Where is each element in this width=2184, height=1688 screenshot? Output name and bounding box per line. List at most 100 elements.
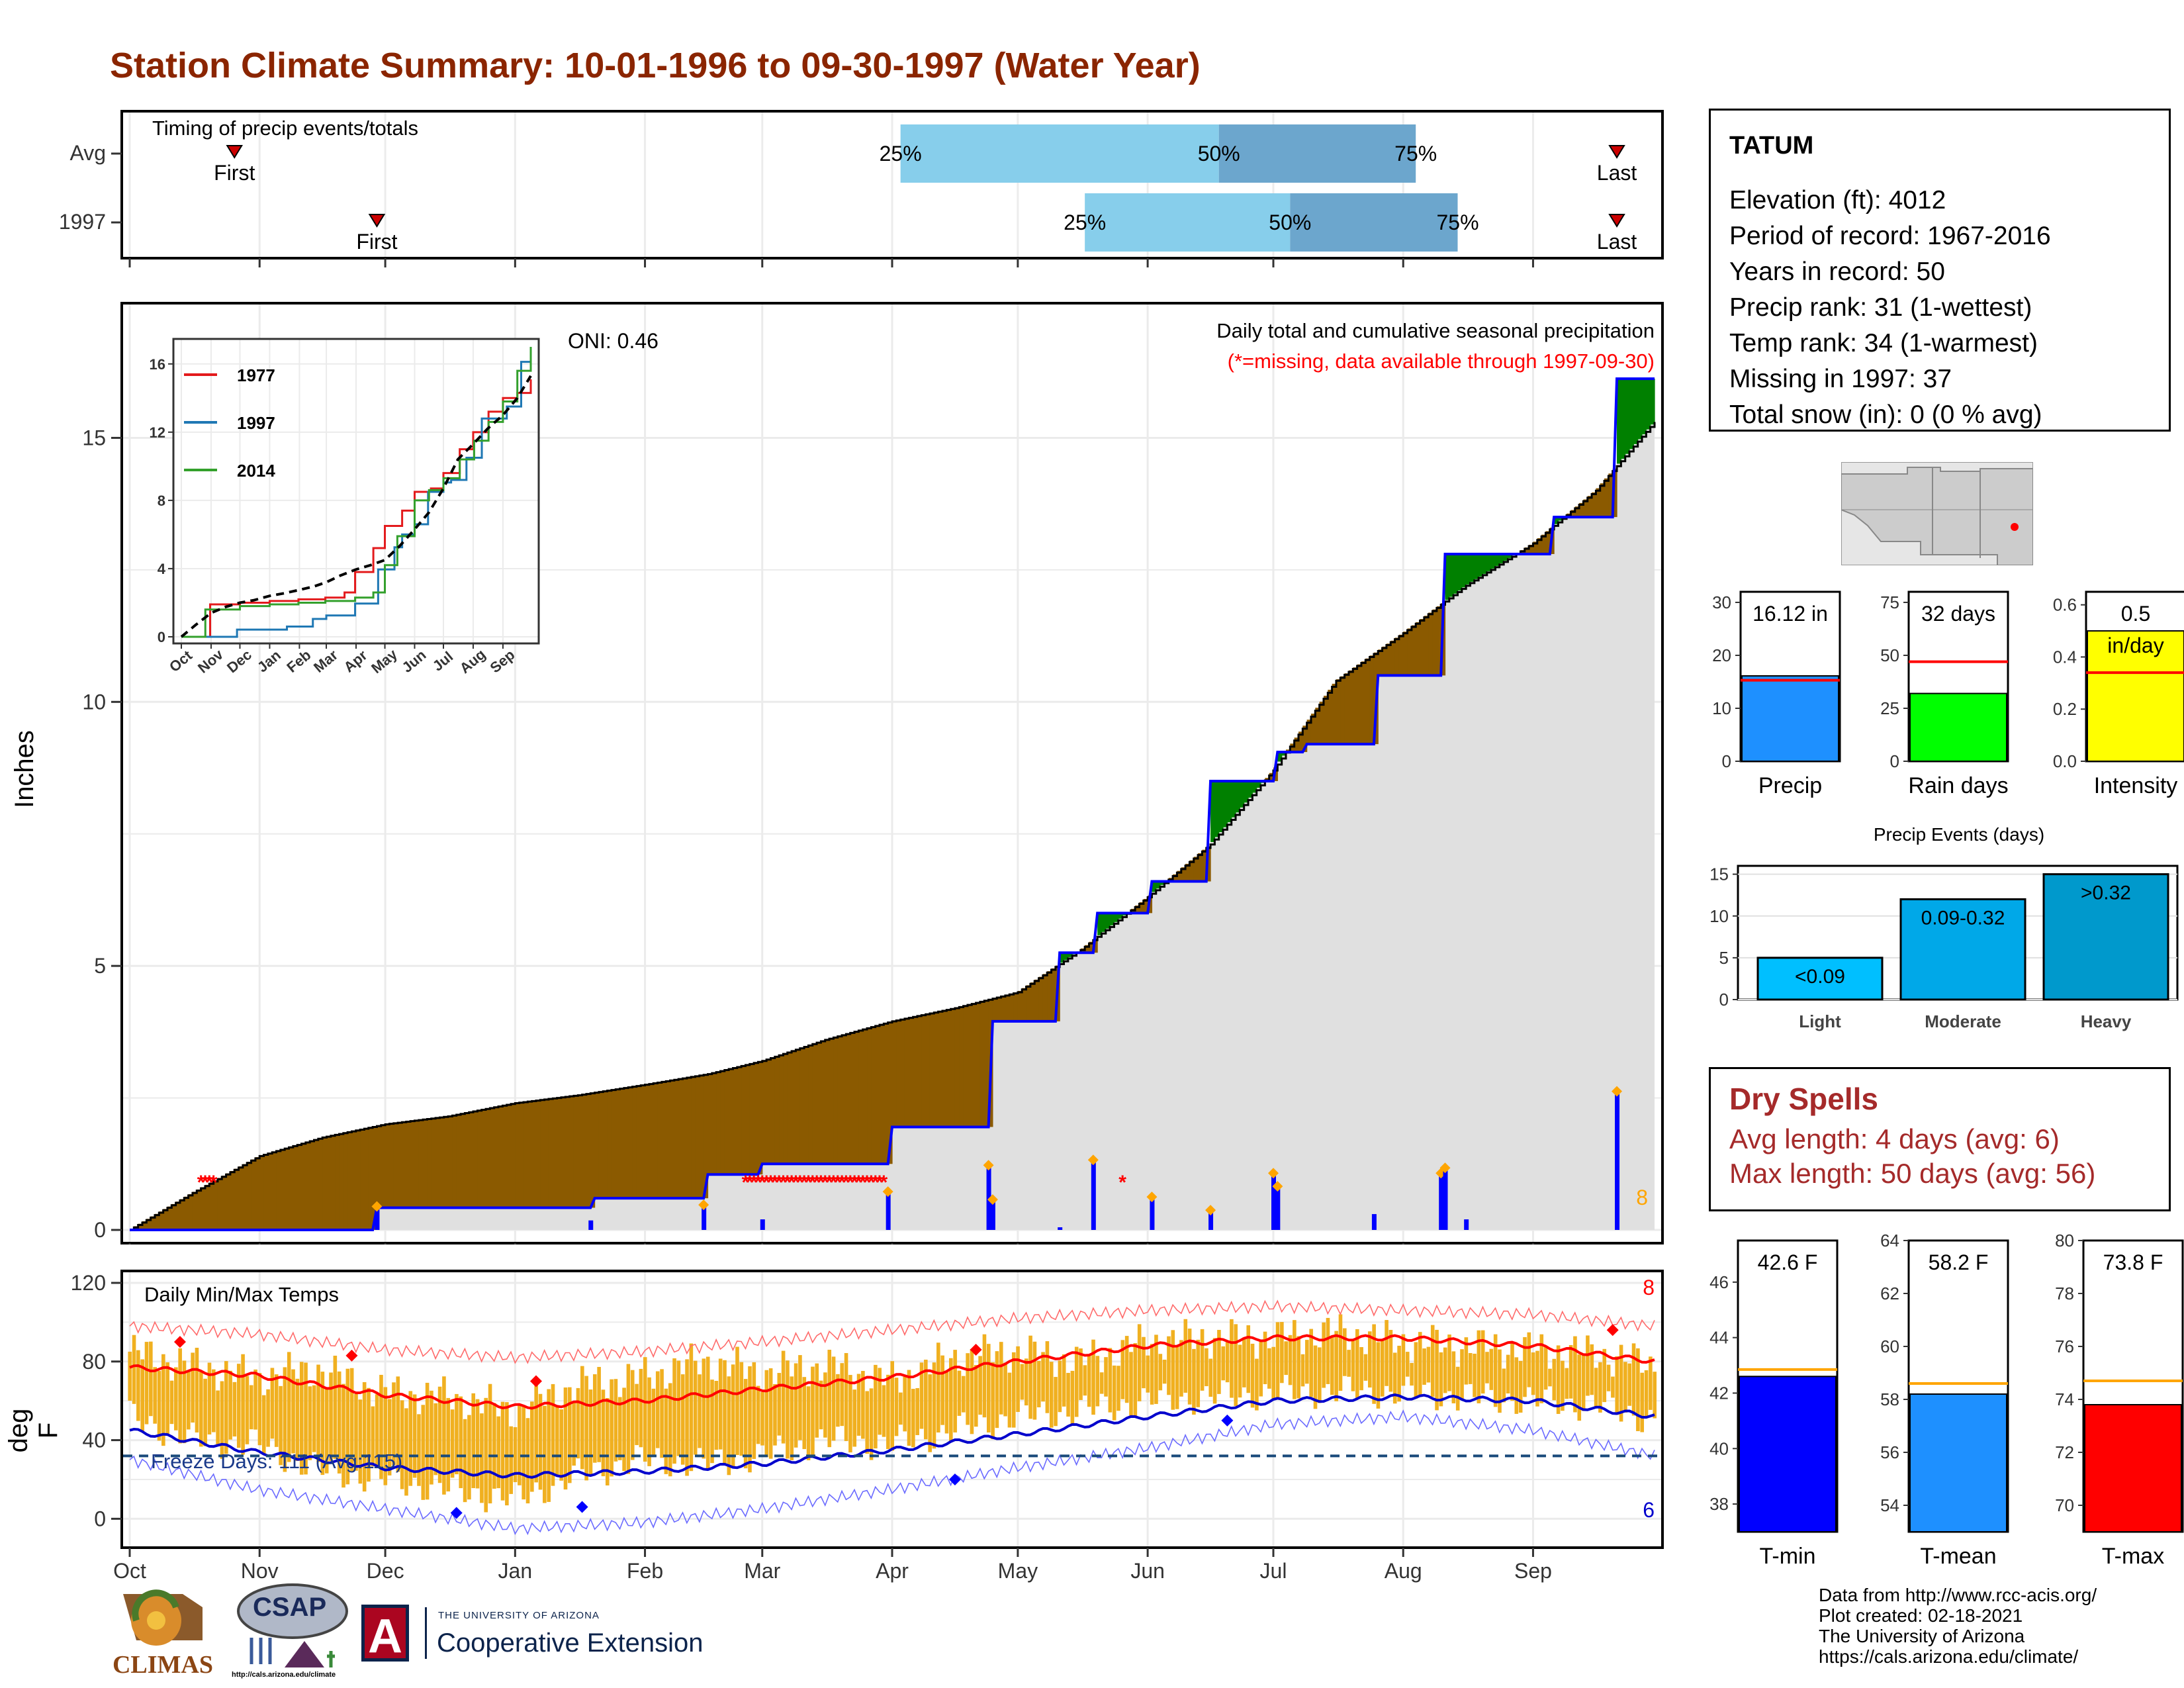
- below-average-segment: [628, 1087, 633, 1199]
- below-average-segment: [561, 1097, 566, 1208]
- daily-temp-range-bar: [140, 1359, 144, 1431]
- station-years: Years in record: 50: [1729, 258, 1945, 286]
- heavy-count-label: 8: [1636, 1186, 1648, 1209]
- below-average-segment: [1600, 483, 1605, 518]
- daily-temp-range-bar: [878, 1368, 882, 1435]
- below-average-segment: [435, 1117, 440, 1208]
- daily-temp-range-bar: [1636, 1348, 1640, 1431]
- above-average-segment: [1101, 913, 1107, 932]
- below-average-segment: [1017, 990, 1023, 1021]
- daily-temp-range-bar: [1376, 1342, 1381, 1409]
- daily-temp-range-bar: [1028, 1335, 1032, 1419]
- daily-precip-bar: [1464, 1219, 1469, 1230]
- daily-temp-range-bar: [672, 1358, 676, 1464]
- above-average-segment: [1105, 913, 1111, 929]
- timing-bar-q3-1: [1290, 193, 1458, 252]
- daily-temp-range-bar: [1367, 1331, 1372, 1388]
- below-average-segment: [850, 1032, 855, 1164]
- daily-temp-range-bar: [367, 1387, 371, 1482]
- below-average-segment: [1407, 628, 1412, 676]
- daily-temp-range-bar: [743, 1379, 748, 1469]
- csap-logo-text: CSAP: [253, 1593, 327, 1622]
- timing-bar-q3-0: [1218, 124, 1416, 183]
- below-average-segment: [1428, 612, 1433, 676]
- climas-logo-text: CLIMAS: [112, 1651, 214, 1679]
- main-header-line1: Daily total and cumulative seasonal prec…: [1216, 319, 1655, 342]
- below-average-segment: [649, 1084, 654, 1199]
- below-average-segment: [862, 1029, 868, 1164]
- below-average-segment: [1416, 622, 1421, 676]
- below-average-segment: [414, 1120, 420, 1208]
- above-average-segment: [1646, 379, 1651, 430]
- below-average-segment: [921, 1014, 927, 1127]
- daily-temp-range-bar: [1627, 1363, 1632, 1406]
- footer-credits: Data from http://www.rcc-acis.org/ Plot …: [1819, 1585, 2097, 1667]
- heavy-event-marker: [1612, 1086, 1623, 1097]
- below-average-segment: [917, 1015, 922, 1127]
- above-average-segment: [1633, 379, 1639, 444]
- daily-temp-range-bar: [1552, 1358, 1557, 1401]
- daily-temp-range-bar: [430, 1390, 433, 1485]
- daily-temp-range-bar: [375, 1394, 379, 1466]
- below-average-segment: [992, 998, 997, 1021]
- below-average-segment: [280, 1149, 285, 1230]
- footer-line-university: The University of Arizona: [1819, 1626, 2025, 1646]
- below-average-segment: [871, 1026, 876, 1164]
- above-average-segment: [1097, 913, 1103, 935]
- daily-temp-range-bar: [1154, 1335, 1158, 1404]
- above-average-segment: [1248, 780, 1253, 798]
- daily-temp-range-bar: [157, 1370, 161, 1441]
- heavy-event-marker: [1439, 1162, 1451, 1174]
- below-average-segment: [322, 1137, 328, 1230]
- main-ytick-label-3: 15: [82, 426, 106, 449]
- below-average-segment: [745, 1064, 751, 1175]
- daily-temp-range-bar: [630, 1370, 635, 1460]
- above-average-segment: [1156, 881, 1161, 889]
- daily-temp-range-bar: [492, 1403, 496, 1489]
- below-average-segment: [1541, 534, 1547, 554]
- daily-temp-range-bar: [995, 1351, 999, 1429]
- station-info-box: TATUM Elevation (ft): 4012 Period of rec…: [1709, 109, 2171, 432]
- below-average-segment: [1173, 874, 1178, 882]
- below-average-segment: [979, 1001, 985, 1127]
- below-average-segment: [1529, 545, 1534, 554]
- tmean-ytick-label-4: 62: [1880, 1284, 1899, 1303]
- daily-temp-range-bar: [693, 1360, 698, 1455]
- below-average-segment: [297, 1144, 302, 1230]
- below-average-segment: [623, 1088, 629, 1199]
- above-average-segment: [1453, 553, 1459, 594]
- daily-precip-bar: [1091, 1161, 1096, 1230]
- tmin-ytick-label-0: 38: [1709, 1494, 1729, 1514]
- daily-temp-range-bar: [685, 1359, 689, 1476]
- below-average-segment: [406, 1121, 411, 1208]
- below-average-segment: [1001, 996, 1006, 1021]
- daily-precip-bar: [760, 1219, 765, 1230]
- daily-temp-range-bar: [978, 1356, 982, 1415]
- daily-temp-range-bar: [228, 1370, 232, 1440]
- missing-day-marker: *: [205, 1172, 213, 1194]
- daily-temp-range-bar: [1355, 1329, 1359, 1399]
- heavy-event-marker: [1268, 1168, 1279, 1179]
- missing-day-marker: *: [767, 1172, 775, 1194]
- daily-temp-range-bar: [1255, 1358, 1259, 1411]
- station-precip-rank: Precip rank: 31 (1-wettest): [1729, 293, 2032, 322]
- daily-temp-range-bar: [1079, 1348, 1083, 1400]
- daily-temp-range-bar: [915, 1387, 919, 1435]
- above-average-segment: [1508, 553, 1513, 558]
- below-average-segment: [544, 1099, 549, 1208]
- daily-temp-range-bar: [1527, 1332, 1531, 1387]
- daily-temp-range-bar: [1074, 1346, 1079, 1417]
- daily-temp-range-bar: [1284, 1341, 1288, 1376]
- above-average-segment: [1210, 780, 1215, 842]
- daily-precip-bar: [1271, 1174, 1276, 1230]
- daily-temp-range-bar: [1548, 1368, 1552, 1387]
- daily-temp-range-bar: [1464, 1337, 1469, 1385]
- below-average-segment: [242, 1164, 248, 1230]
- daily-temp-range-bar: [412, 1394, 417, 1478]
- daily-temp-range-bar: [1200, 1329, 1205, 1391]
- above-average-segment: [1479, 553, 1484, 577]
- daily-temp-range-bar: [1498, 1349, 1502, 1413]
- below-average-segment: [1009, 994, 1015, 1021]
- below-average-segment: [821, 1040, 826, 1164]
- main-ytick-label-2: 10: [82, 690, 106, 714]
